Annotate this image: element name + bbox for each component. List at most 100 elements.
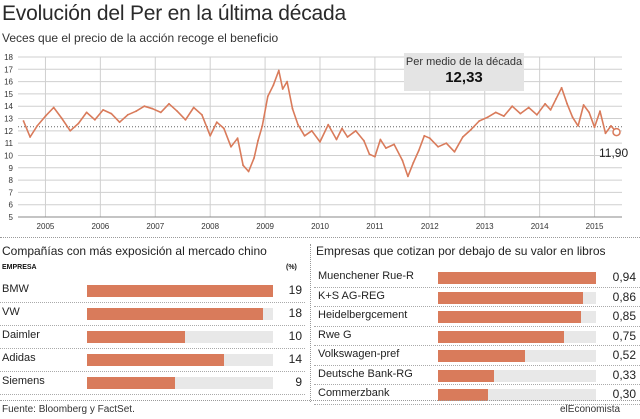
- row-label: Deutsche Bank-RG: [318, 367, 413, 380]
- data-point: [29, 136, 31, 138]
- row-separator: [0, 325, 305, 326]
- data-point: [52, 106, 55, 109]
- row-value: 0,94: [612, 270, 636, 284]
- row-value: 0,75: [612, 328, 636, 343]
- data-point: [577, 125, 579, 127]
- data-point: [85, 111, 88, 114]
- china-header-percent: (%): [286, 264, 297, 271]
- data-point: [215, 121, 218, 124]
- row-label: K+S AG-REG: [318, 289, 385, 302]
- bar: [438, 369, 494, 382]
- data-point: [503, 115, 505, 117]
- data-point: [223, 127, 225, 130]
- row-separator: [314, 364, 640, 366]
- data-point: [511, 105, 514, 108]
- data-point: [470, 128, 472, 131]
- data-point: [253, 157, 256, 159]
- average-annotation-box: Per medio de la década 12,33: [404, 53, 524, 91]
- data-point: [135, 110, 138, 113]
- data-point: [266, 95, 269, 98]
- row-value: 0,85: [612, 309, 636, 323]
- data-point: [257, 139, 259, 142]
- bar: [438, 311, 581, 323]
- data-point: [494, 111, 497, 114]
- row-label: BMW: [2, 283, 29, 295]
- x-tick-label: 2011: [366, 222, 384, 231]
- row-label: VW: [2, 306, 20, 318]
- data-point: [423, 134, 426, 137]
- data-point: [69, 129, 72, 132]
- y-tick-label: 10: [4, 151, 13, 160]
- data-point: [374, 155, 376, 158]
- data-point: [272, 84, 275, 87]
- row-value: 9: [295, 375, 302, 389]
- bar: [87, 331, 185, 343]
- row-separator: [314, 384, 640, 385]
- data-point: [428, 137, 431, 140]
- row-label: Commerzbank: [318, 387, 390, 399]
- data-point: [588, 111, 590, 114]
- data-point: [168, 102, 170, 105]
- row-separator: [314, 403, 640, 405]
- data-point: [599, 110, 601, 113]
- china-exposure-title: Compañías con más exposición al mercado …: [2, 244, 267, 258]
- chart-title: Evolución del Per en la última década: [2, 2, 346, 25]
- data-point: [319, 141, 321, 143]
- data-point: [593, 126, 596, 129]
- data-point: [94, 118, 96, 121]
- data-point: [22, 120, 25, 122]
- row-value: 19: [288, 283, 302, 297]
- data-point: [36, 125, 39, 127]
- data-point: [247, 170, 250, 173]
- row-label: Daimler: [2, 329, 40, 341]
- data-point: [230, 145, 232, 148]
- data-point: [354, 129, 357, 132]
- row-label: Muenchener Rue-R: [318, 270, 414, 282]
- data-point: [610, 125, 612, 127]
- row-value: 10: [288, 329, 302, 343]
- bar: [438, 330, 565, 343]
- bar: [87, 354, 225, 366]
- data-point: [291, 107, 294, 110]
- data-point: [110, 112, 113, 115]
- bar: [87, 285, 273, 297]
- data-point: [44, 115, 47, 117]
- row-value: 0,33: [612, 367, 636, 382]
- row-value: 18: [288, 306, 302, 320]
- data-point: [555, 97, 557, 100]
- y-tick-label: 5: [9, 213, 14, 222]
- data-point: [486, 116, 489, 119]
- x-tick-label: 2012: [421, 222, 439, 231]
- data-point: [209, 134, 212, 137]
- y-tick-label: 13: [4, 115, 13, 124]
- y-tick-label: 7: [9, 188, 14, 197]
- data-point: [236, 137, 239, 140]
- row-separator: [314, 306, 640, 307]
- row-label: Volkswagen-pref: [318, 348, 400, 360]
- row-label: Siemens: [2, 375, 45, 387]
- data-point: [126, 113, 129, 116]
- data-point: [560, 86, 563, 89]
- data-point: [286, 80, 288, 83]
- y-tick-label: 17: [4, 65, 13, 74]
- data-point: [478, 120, 481, 122]
- data-point: [453, 150, 456, 153]
- data-point: [519, 112, 522, 115]
- data-point: [102, 109, 104, 111]
- data-point: [281, 88, 284, 90]
- last-point-marker: [612, 127, 621, 137]
- average-value: 12,33: [445, 69, 483, 86]
- data-point: [327, 123, 330, 126]
- y-tick-label: 11: [5, 139, 14, 148]
- data-point: [151, 107, 154, 110]
- data-point: [536, 113, 538, 116]
- bar: [438, 272, 596, 284]
- line-chart: 5 6 7 8 9 10 11 12 13 14 15 16 17 18 2005 2006 2007 2008 2…: [4, 53, 622, 231]
- row-value: 0,86: [612, 289, 636, 304]
- data-point: [368, 153, 371, 156]
- source-note: Fuente: Bloomberg y FactSet.: [2, 404, 135, 415]
- brand-label: elEconomista: [560, 404, 621, 415]
- data-point: [437, 145, 439, 148]
- row-separator: [314, 325, 640, 327]
- book-value-title: Empresas que cotizan por debajo de su va…: [316, 244, 606, 258]
